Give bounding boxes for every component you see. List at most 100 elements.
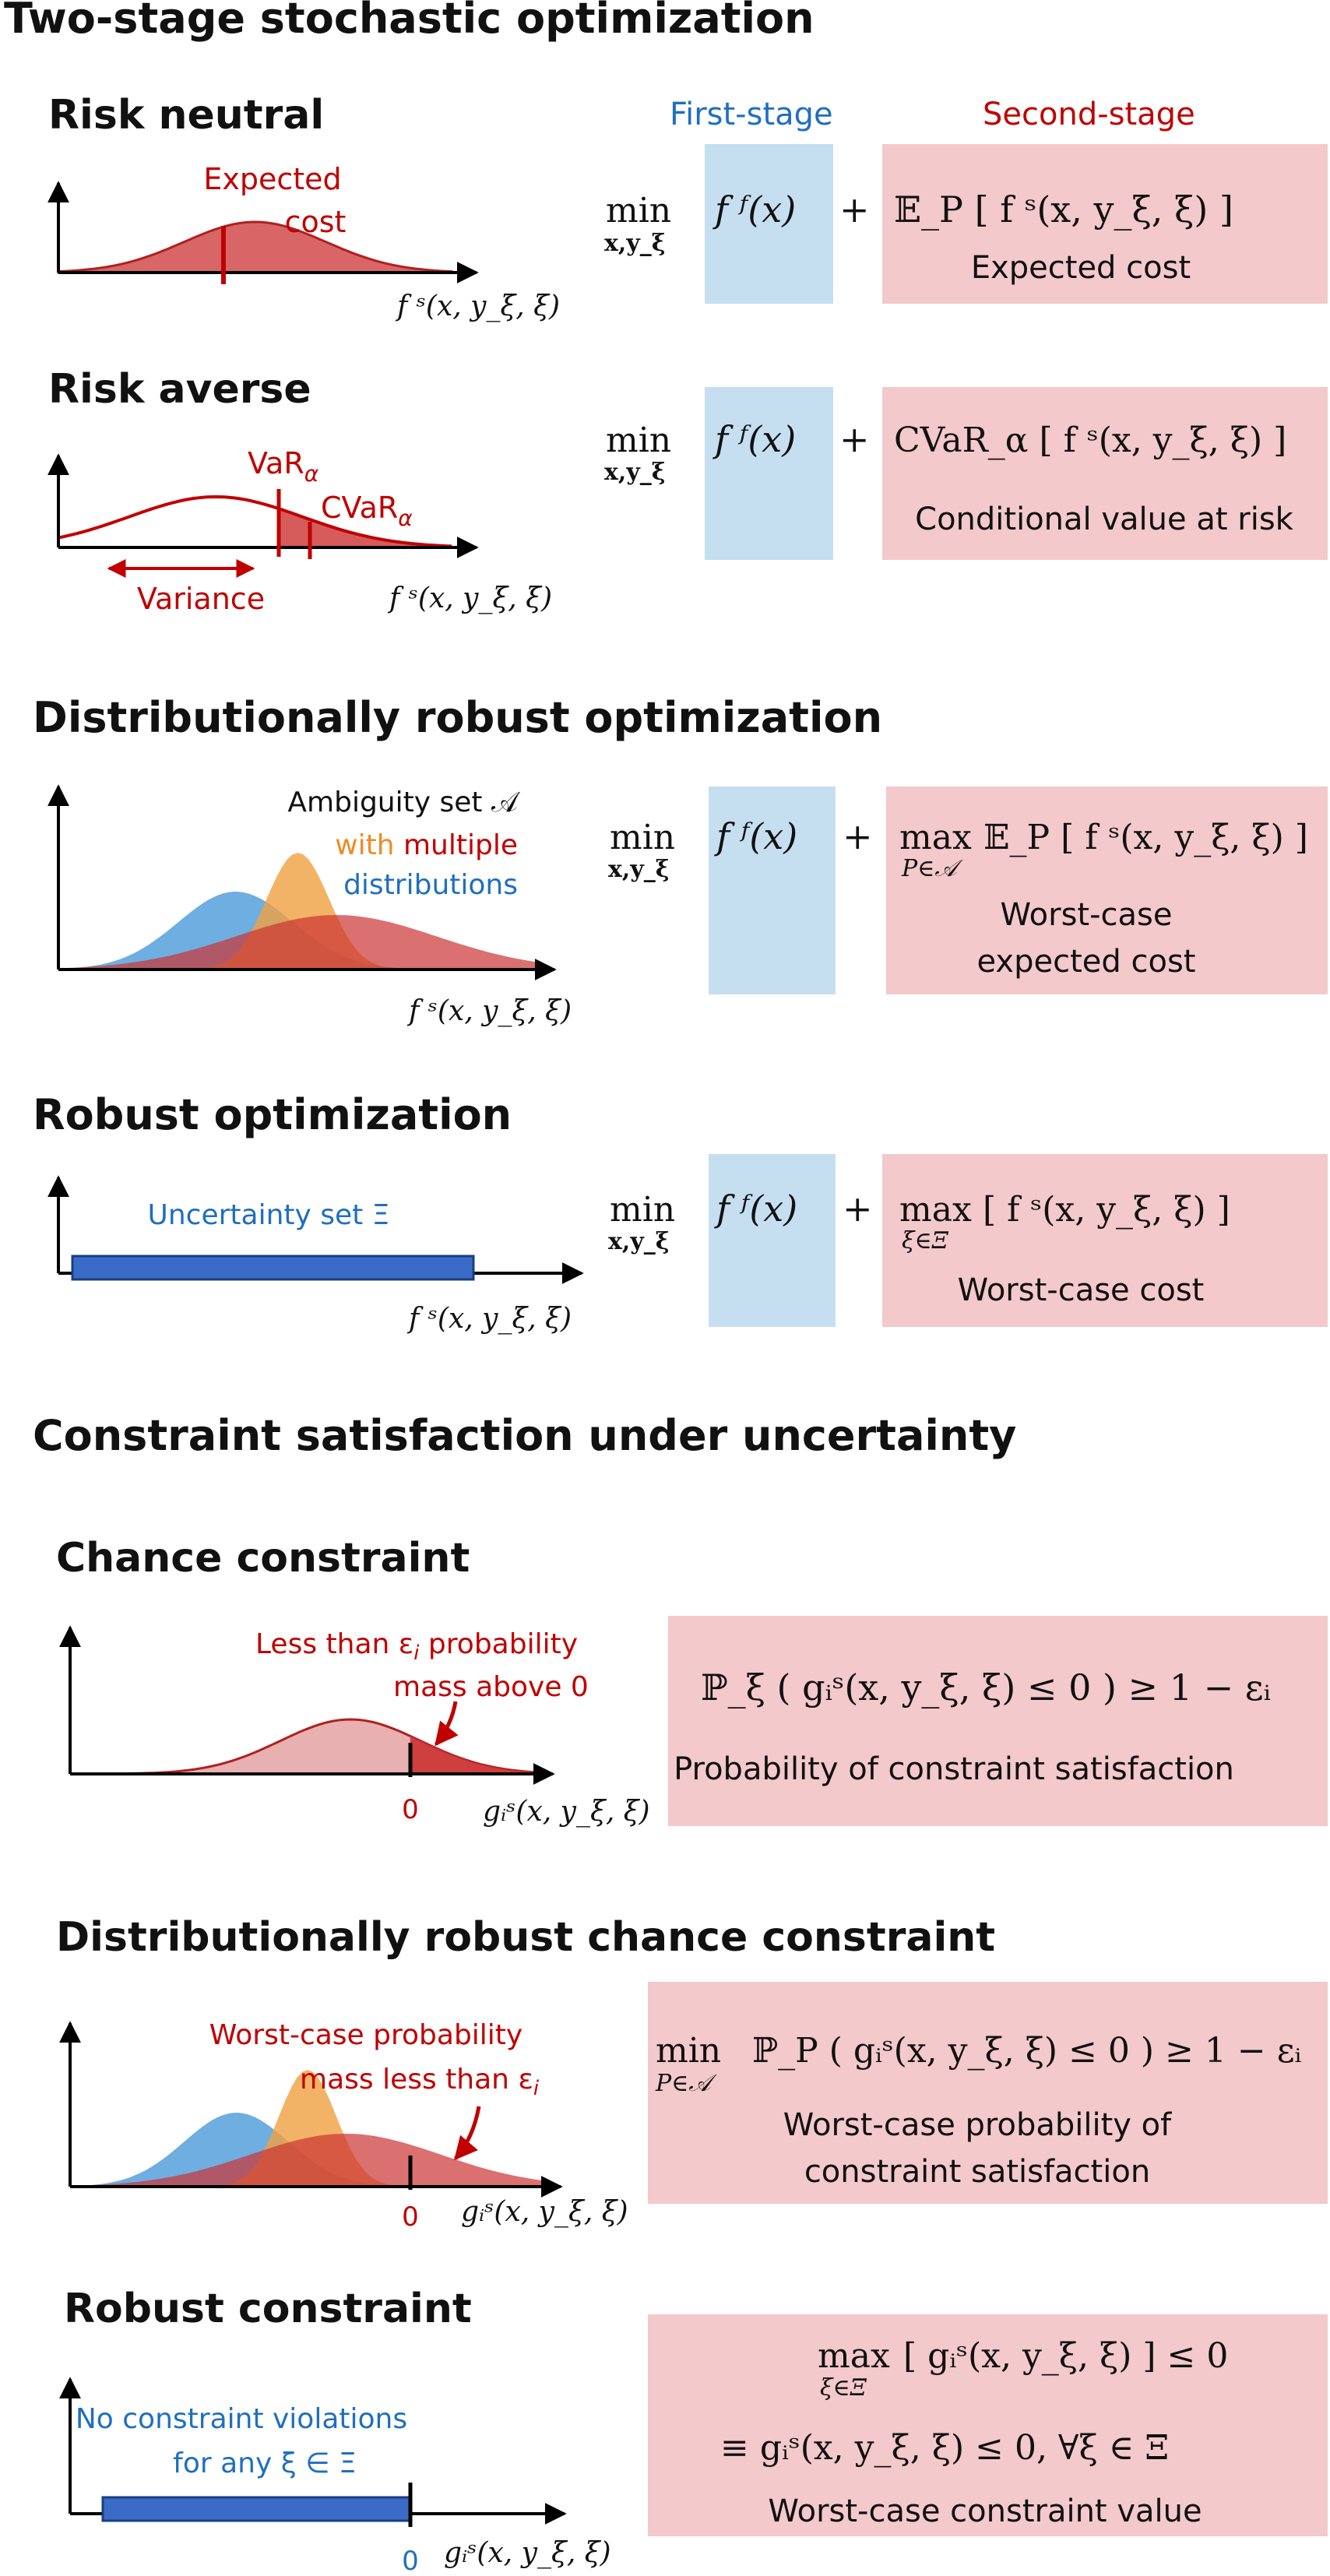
first-stage-label: First-stage	[670, 97, 833, 132]
dro-formula: min x,y_ξ f ᶠ(x) + max P∈𝒜 𝔼_P [ f ˢ(x, …	[608, 787, 1328, 994]
distribution-orange	[70, 2070, 545, 2187]
chance-formula: ℙ_ξ ( gᵢˢ(x, y_ξ, ξ) ≤ 0 ) ≥ 1 − εᵢ Prob…	[668, 1616, 1328, 1826]
second-stage-box	[882, 144, 1328, 304]
distributions-label: distributions	[343, 869, 518, 901]
first-stage-cost: f ᶠ(x)	[712, 188, 796, 231]
caption-expected-cost: Expected cost	[971, 250, 1191, 286]
second-stage-cost: [ f ˢ(x, y_ξ, ξ) ]	[983, 1190, 1230, 1230]
max-subscript: P∈𝒜	[901, 855, 963, 882]
robust-constraint-plot: No constraint violations for any ξ ∈ Ξ 0…	[59, 2377, 611, 2576]
dro-plot: Ambiguity set 𝒜 with multiple distributi…	[48, 784, 572, 1027]
uncertainty-set-label: Uncertainty set Ξ	[148, 1199, 390, 1231]
dr-chance-plot: 0 Worst-case probability mass less than …	[59, 2019, 628, 2233]
second-stage-box	[882, 1154, 1328, 1327]
for-any-label: for any ξ ∈ Ξ	[173, 2448, 357, 2479]
chance-constraint-formula: ℙ_ξ ( gᵢˢ(x, y_ξ, ξ) ≤ 0 ) ≥ 1 − εᵢ	[701, 1666, 1271, 1709]
risk-averse-formula: min x,y_ξ f ᶠ(x) + CVaR_α [ f ˢ(x, y_ξ, …	[604, 387, 1328, 560]
min-subscript: x,y_ξ	[604, 459, 666, 486]
caption-worst-case-cost: Worst-case cost	[958, 1272, 1205, 1308]
uncertainty-set-bar	[71, 1255, 475, 1281]
x-axis-label: f ˢ(x, y_ξ, ξ)	[406, 995, 572, 1027]
robust-constraint-line1: [ gᵢˢ(x, y_ξ, ξ) ] ≤ 0	[903, 2336, 1228, 2376]
min-subscript: x,y_ξ	[608, 856, 670, 883]
x-axis-label: f ˢ(x, y_ξ, ξ)	[395, 290, 560, 322]
worst-prob-label: Worst-case probability	[209, 2019, 522, 2051]
heading-constraint-satisfaction: Constraint satisfaction under uncertaint…	[33, 1411, 1016, 1460]
second-stage-cost: CVaR_α [ f ˢ(x, y_ξ, ξ) ]	[894, 421, 1286, 460]
first-stage-box	[709, 787, 836, 994]
cvar-label: CVaRα	[321, 491, 413, 531]
min-subscript: x,y_ξ	[604, 230, 666, 257]
heading-risk-averse: Risk averse	[48, 366, 311, 413]
dr-chance-formula: min P∈𝒜 ℙ_P ( gᵢˢ(x, y_ξ, ξ) ≤ 0 ) ≥ 1 −…	[648, 1982, 1328, 2204]
second-stage-box	[882, 387, 1328, 560]
heading-dro: Distributionally robust optimization	[33, 693, 882, 742]
risk-neutral-formula: min x,y_ξ f ᶠ(x) + 𝔼_P [ f ˢ(x, y_ξ, ξ) …	[604, 144, 1328, 304]
max-operator: max	[899, 818, 972, 857]
zero-label: 0	[402, 2546, 419, 2576]
zero-label: 0	[402, 1794, 419, 1825]
distribution-red	[70, 2134, 545, 2187]
caption-probability: Probability of constraint satisfaction	[674, 1751, 1234, 1787]
distribution-blue	[70, 2113, 545, 2187]
max-subscript: ξ∈Ξ	[902, 1227, 949, 1255]
zero-label: 0	[402, 2201, 419, 2233]
constraint-box	[648, 2314, 1328, 2536]
min-operator: min	[606, 421, 671, 460]
plus-sign: +	[839, 418, 870, 460]
first-stage-cost: f ᶠ(x)	[712, 418, 796, 460]
less-than-label: Less than εi probability	[255, 1628, 578, 1665]
robust-constraint-formula: max ξ∈Ξ [ gᵢˢ(x, y_ξ, ξ) ] ≤ 0 ≡ gᵢˢ(x, …	[648, 2314, 1328, 2536]
robust-constraint-line2: ≡ gᵢˢ(x, y_ξ, ξ) ≤ 0, ∀ξ ∈ Ξ	[720, 2428, 1169, 2468]
mass-less-label: mass less than εi	[300, 2064, 540, 2100]
pointer-arrow	[454, 2106, 481, 2161]
variance-label: Variance	[137, 582, 265, 616]
x-axis-label: gᵢˢ(x, y_ξ, ξ)	[483, 1796, 650, 1828]
distribution-red	[58, 915, 537, 970]
first-stage-box	[705, 144, 833, 304]
caption-cvar: Conditional value at risk	[915, 501, 1294, 537]
var-label: VaRα	[248, 446, 319, 487]
x-axis-label: gᵢˢ(x, y_ξ, ξ)	[444, 2537, 611, 2569]
first-stage-box	[709, 1154, 836, 1327]
x-axis-label: f ˢ(x, y_ξ, ξ)	[387, 582, 552, 614]
second-stage-label: Second-stage	[983, 97, 1195, 132]
constraint-box	[648, 1982, 1328, 2204]
uncertainty-set-bar	[101, 2496, 413, 2522]
heading-dr-chance-constraint: Distributionally robust chance constrain…	[56, 1914, 995, 1961]
caption-worst-prob: Worst-case probability of	[783, 2107, 1172, 2143]
plus-sign: +	[843, 815, 873, 857]
second-stage-cost: 𝔼_P [ f ˢ(x, y_ξ, ξ) ]	[894, 188, 1233, 231]
ambiguity-set-label: Ambiguity set 𝒜	[287, 787, 521, 818]
x-axis-label: f ˢ(x, y_ξ, ξ)	[406, 1303, 572, 1335]
chance-plot: 0 Less than εi probability mass above 0 …	[59, 1625, 650, 1828]
heading-two-stage: Two-stage stochastic optimization	[4, 0, 815, 43]
cost-label: cost	[285, 205, 347, 239]
second-stage-cost: 𝔼_P [ f ˢ(x, y_ξ, ξ) ]	[983, 818, 1308, 857]
heading-robust-constraint: Robust constraint	[64, 2286, 472, 2332]
caption-constraint-sat: constraint satisfaction	[804, 2154, 1150, 2190]
max-operator: max	[818, 2336, 890, 2376]
first-stage-cost: f ᶠ(x)	[714, 815, 797, 857]
violation-tail-fill	[410, 1736, 537, 1774]
min-subscript: P∈𝒜	[655, 2070, 717, 2097]
caption-expected-cost: expected cost	[977, 944, 1196, 980]
risk-averse-plot: VaRα CVaRα Variance f ˢ(x, y_ξ, ξ)	[48, 446, 552, 616]
max-subscript: ξ∈Ξ	[820, 2374, 867, 2402]
distribution-orange	[58, 853, 537, 970]
heading-chance-constraint: Chance constraint	[56, 1535, 470, 1582]
with-multiple-label: with multiple	[335, 829, 518, 861]
first-stage-cost: f ᶠ(x)	[714, 1188, 797, 1230]
mass-above-label: mass above 0	[393, 1671, 589, 1703]
plus-sign: +	[839, 188, 870, 231]
first-stage-box	[705, 387, 833, 560]
max-operator: max	[899, 1190, 972, 1230]
min-operator: min	[610, 1190, 675, 1230]
heading-robust-optimization: Robust optimization	[33, 1090, 512, 1139]
x-axis-label: gᵢˢ(x, y_ξ, ξ)	[461, 2196, 628, 2228]
cvar-tail-fill	[280, 509, 452, 547]
heading-risk-neutral: Risk neutral	[48, 92, 324, 139]
pointer-arrow	[435, 1701, 459, 1747]
constraint-box	[668, 1616, 1328, 1826]
